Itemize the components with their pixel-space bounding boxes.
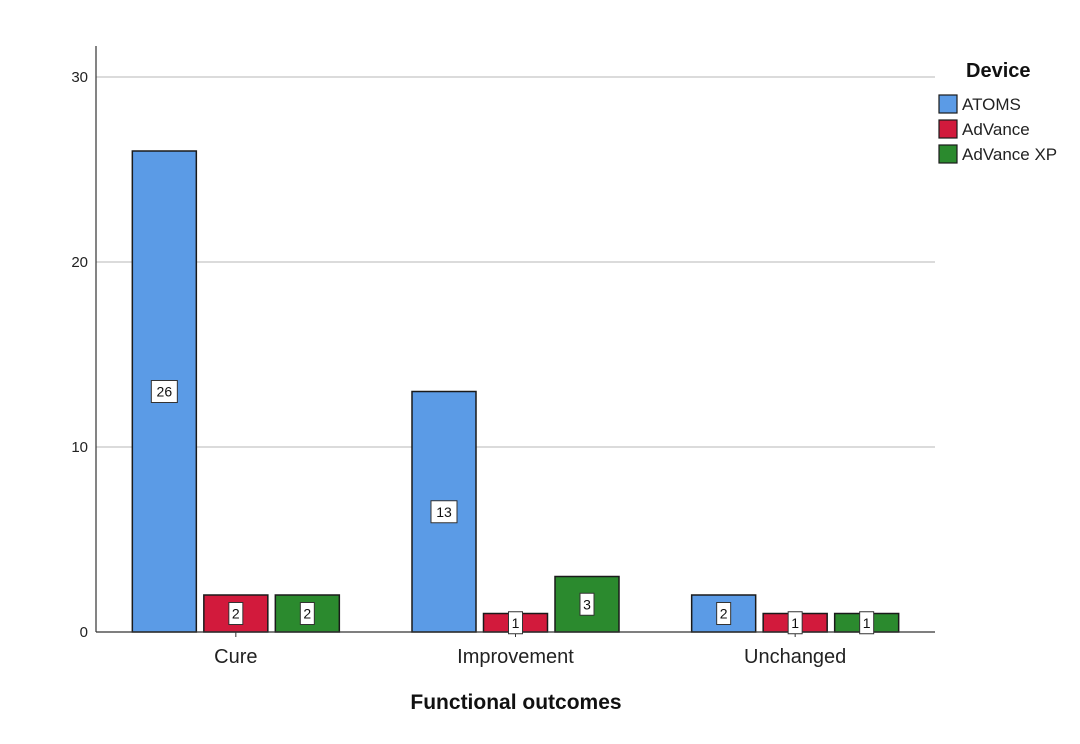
y-tick-label: 20 [71,254,88,271]
bars [131,150,900,633]
data-label: 2 [232,606,240,622]
gridlines [96,76,935,448]
data-label: 2 [303,606,311,622]
data-label: 1 [863,615,871,631]
category-label: Unchanged [744,646,846,668]
data-label-box [787,611,803,635]
y-tick-label: 10 [71,439,88,456]
category-label: Cure [214,646,257,668]
legend-title: Device [966,60,1031,82]
data-label: 2 [720,606,728,622]
legend-swatch [938,144,958,164]
legend-label: AdVance [962,120,1030,139]
data-label: 26 [157,384,173,400]
data-label-box [430,500,458,524]
data-label-box [859,611,875,635]
data-label-box [299,602,315,625]
data-label-box [150,380,178,403]
legend-label: ATOMS [962,95,1021,114]
legend-label: AdVance XP [962,145,1057,164]
y-tick-label: 30 [71,69,88,86]
data-label: 13 [436,504,452,520]
data-label-box [228,602,244,625]
category-labels: Cure Improvement Unchanged [214,632,846,668]
data-label: 1 [791,615,799,631]
data-label-box [508,611,523,635]
axes [95,46,935,633]
y-tick-label: 0 [80,624,88,641]
legend-swatch [938,94,958,114]
data-label: 1 [512,615,520,631]
legend: Device ATOMS AdVance AdVance XP [938,60,1057,164]
legend-swatch [938,119,958,139]
data-label: 3 [583,596,591,612]
data-label-box [579,592,595,616]
y-tick-labels: 0 10 20 30 [71,69,88,641]
x-axis-title: Functional outcomes [410,691,621,714]
category-label: Improvement [457,646,574,668]
data-label-box [716,602,732,625]
